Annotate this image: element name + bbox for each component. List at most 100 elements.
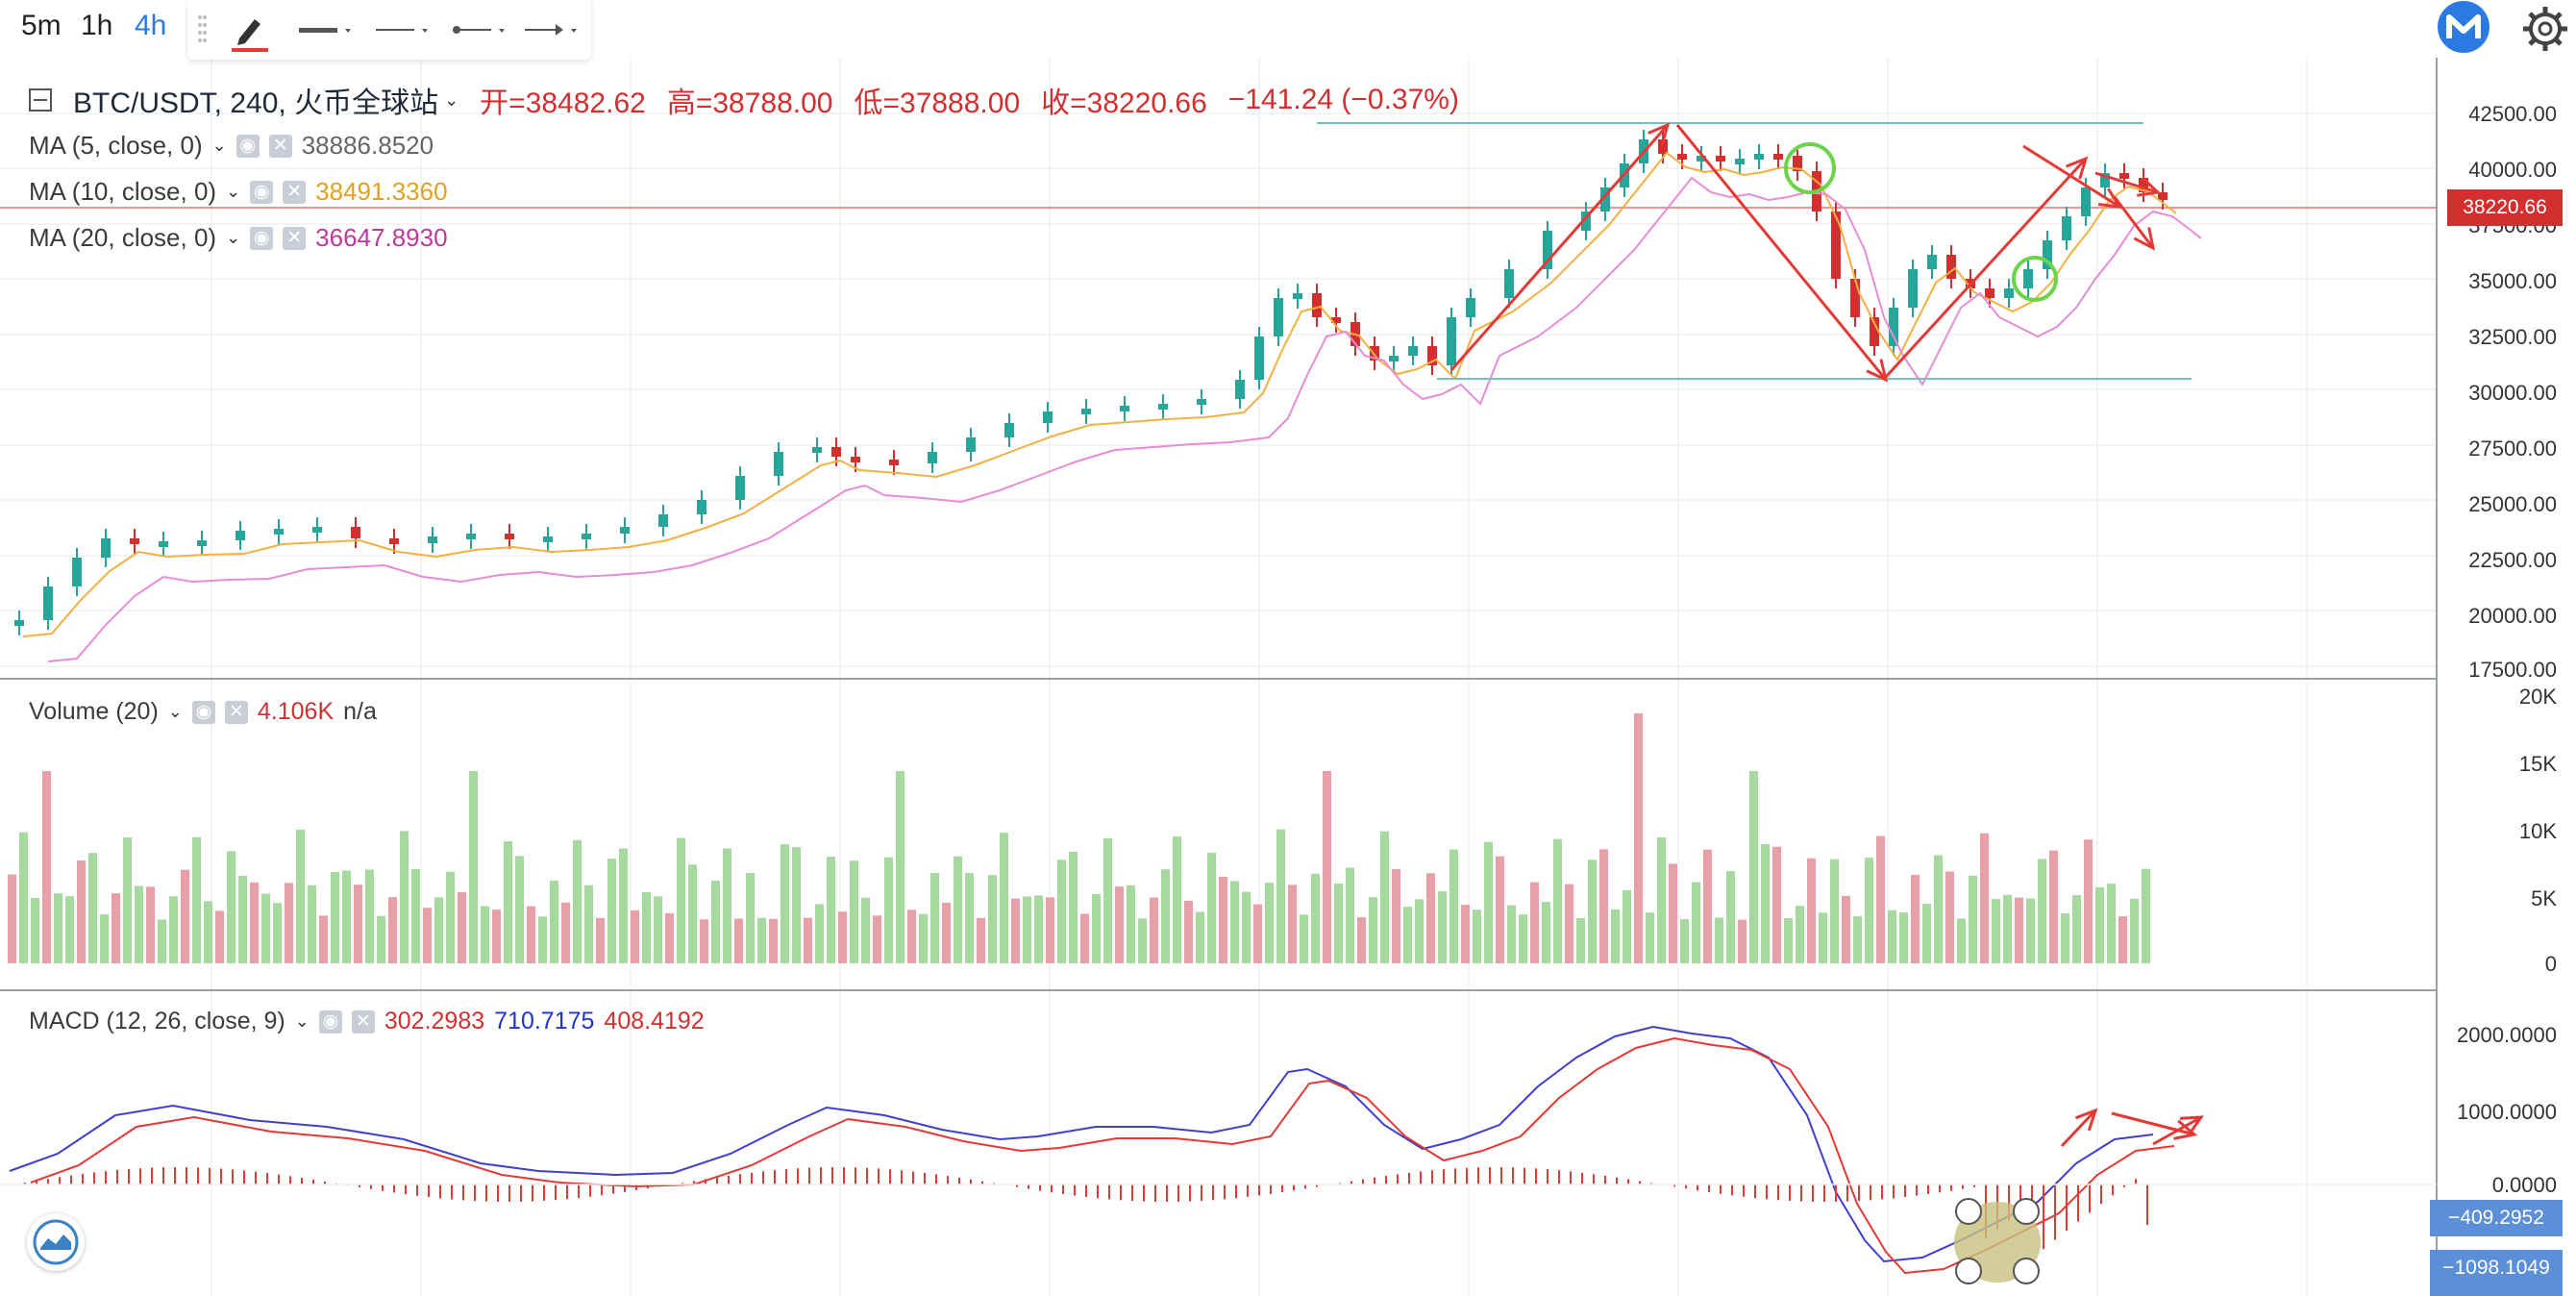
volume-label[interactable]: Volume (20) [29, 698, 159, 725]
symbol-name[interactable]: BTC/USDT, 240, 火币全球站 [73, 87, 439, 119]
trend-arrow-up-1 [1449, 124, 1670, 371]
line-dot-icon[interactable] [447, 8, 514, 52]
macd-arrow-up-right [2152, 1115, 2202, 1146]
volume-bar [88, 853, 97, 963]
volume-legend[interactable]: Volume (20) ⌄ ◉ ✕ 4.106K n/a [29, 698, 377, 726]
volume-bar [192, 836, 201, 963]
volume-bar [988, 875, 997, 963]
candle-body [831, 447, 841, 457]
eye-icon[interactable]: ◉ [318, 1009, 342, 1034]
volume-bar [2003, 894, 2012, 963]
candle-body [101, 538, 111, 558]
volume-bar [746, 872, 755, 963]
volume-bar [1507, 905, 1516, 963]
volume-bar [1646, 912, 1654, 963]
volume-bar [2038, 859, 2046, 963]
gear-icon[interactable] [2520, 4, 2570, 54]
volume-bar [1980, 833, 1989, 963]
volume-bar [861, 897, 870, 963]
volume-bar [792, 847, 801, 963]
arrow-line-icon[interactable] [519, 8, 586, 52]
volume-bar [1992, 899, 2000, 963]
chart-type-button[interactable] [27, 1213, 85, 1271]
line-thin-icon[interactable] [370, 8, 437, 52]
volume-bar [411, 868, 420, 963]
chevron-down-icon[interactable]: ⌄ [444, 89, 459, 110]
candle-body [735, 476, 745, 500]
volume-bar [1715, 917, 1723, 963]
volume-bar [1680, 918, 1689, 963]
close-icon[interactable]: ✕ [351, 1009, 375, 1034]
candle-body [274, 529, 284, 535]
candle-body [1158, 404, 1168, 410]
drag-handle-icon[interactable] [197, 8, 207, 52]
chevron-down-icon[interactable]: ⌄ [294, 1011, 310, 1031]
ma10-legend[interactable]: MA (10, close, 0) ⌄ ◉ ✕ 38491.3360 [29, 177, 448, 207]
volume-bar [1057, 860, 1066, 963]
trend-arrow-down-3 [2113, 196, 2155, 249]
signal-line [30, 1036, 2175, 1275]
volume-bar [319, 915, 328, 963]
candle-body [312, 527, 322, 533]
volume-bar [1784, 918, 1793, 963]
candle-body [197, 540, 207, 546]
volume-bar [227, 851, 235, 963]
ma10-label[interactable]: MA (10, close, 0) [29, 177, 217, 206]
volume-bar [1011, 898, 1020, 963]
volume-bar [838, 911, 847, 963]
brand-logo-icon[interactable] [2435, 0, 2492, 54]
chevron-down-icon[interactable]: ⌄ [226, 228, 241, 247]
ma5-legend[interactable]: MA (5, close, 0) ⌄ ◉ ✕ 38886.8520 [29, 131, 433, 161]
eye-icon[interactable]: ◉ [235, 134, 260, 158]
ma5-label[interactable]: MA (5, close, 0) [29, 131, 203, 160]
volume-bar [342, 870, 351, 963]
trend-arrow-up-1-head [1647, 122, 1671, 146]
volume-bar [1138, 918, 1147, 963]
price-axis-tick: 25000.00 [2468, 492, 2557, 516]
candle-body [1254, 336, 1264, 380]
timeframe-4h[interactable]: 4h [135, 10, 167, 41]
candle-body [1235, 380, 1245, 399]
candle-body [1312, 293, 1322, 317]
ma20-legend[interactable]: MA (20, close, 0) ⌄ ◉ ✕ 36647.8930 [29, 223, 448, 253]
volume-bar [757, 917, 766, 963]
candle-body [1927, 255, 1937, 269]
candle-body [658, 514, 668, 527]
volume-bar [596, 917, 605, 963]
eye-icon[interactable]: ◉ [250, 226, 274, 250]
volume-bar [1969, 875, 1977, 963]
collapse-icon[interactable] [29, 88, 52, 112]
volume-bar [1357, 917, 1366, 963]
chevron-down-icon[interactable]: ⌄ [211, 136, 227, 155]
volume-bar [1230, 881, 1239, 963]
volume-axis-tick: 10K [2518, 819, 2557, 843]
close-icon[interactable]: ✕ [283, 180, 307, 204]
volume-bar [1761, 844, 1770, 963]
chevron-down-icon[interactable]: ⌄ [226, 182, 241, 201]
eye-icon[interactable]: ◉ [250, 180, 274, 204]
volume-bar [2118, 916, 2127, 963]
volume-bar [1300, 914, 1308, 963]
volume-bar [169, 896, 178, 963]
volume-bar [181, 869, 189, 963]
close-icon[interactable]: ✕ [283, 226, 307, 250]
macd-tag-1: −409.2952 [2430, 1200, 2563, 1236]
macd-label[interactable]: MACD (12, 26, close, 9) [29, 1008, 285, 1034]
candle-body [2062, 216, 2071, 240]
pencil-icon[interactable] [226, 8, 274, 52]
ma20-label[interactable]: MA (20, close, 0) [29, 223, 217, 252]
close-icon[interactable]: ✕ [224, 700, 248, 724]
timeframe-1h[interactable]: 1h [81, 10, 113, 41]
volume-bar [1611, 909, 1620, 963]
close-icon[interactable]: ✕ [268, 134, 292, 158]
volume-bar [1565, 884, 1573, 963]
timeframe-5m[interactable]: 5m [21, 10, 62, 41]
volume-bar [204, 901, 212, 963]
chevron-down-icon[interactable]: ⌄ [167, 702, 183, 721]
macd-legend[interactable]: MACD (12, 26, close, 9) ⌄ ◉ ✕ 302.2983 710… [29, 1008, 705, 1035]
volume-axis-tick: 20K [2518, 685, 2557, 709]
eye-icon[interactable]: ◉ [191, 700, 215, 724]
line-thick-icon[interactable] [293, 8, 360, 52]
volume-bar [1957, 918, 1966, 963]
